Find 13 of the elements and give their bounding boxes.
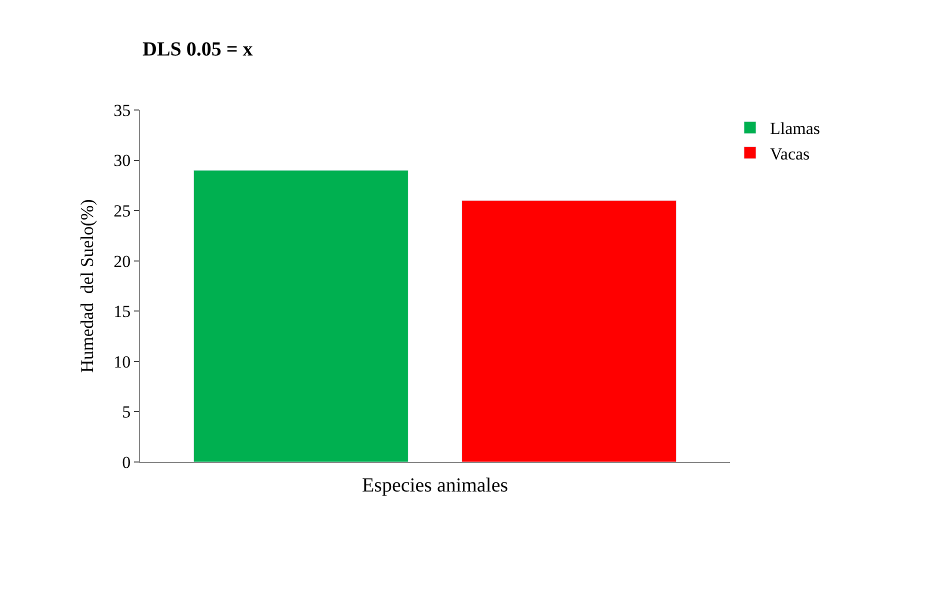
y-tick-label: 0 <box>122 452 131 472</box>
y-tick-label: 5 <box>122 402 131 422</box>
legend-label: Vacas <box>770 144 810 164</box>
chart-title: DLS 0.05 = x <box>142 38 253 60</box>
y-axis-title: Humedad del Suelo(%) <box>76 199 97 373</box>
y-tick-label: 25 <box>114 202 131 221</box>
y-tick-label: 10 <box>114 352 131 372</box>
y-tick-label: 30 <box>114 151 131 170</box>
y-tick-label: 15 <box>114 302 131 322</box>
x-axis-title: Especies animales <box>362 474 508 496</box>
y-tick-label: 35 <box>114 100 131 120</box>
legend-label: Llamas <box>770 119 820 138</box>
y-tick-label: 20 <box>114 252 131 271</box>
